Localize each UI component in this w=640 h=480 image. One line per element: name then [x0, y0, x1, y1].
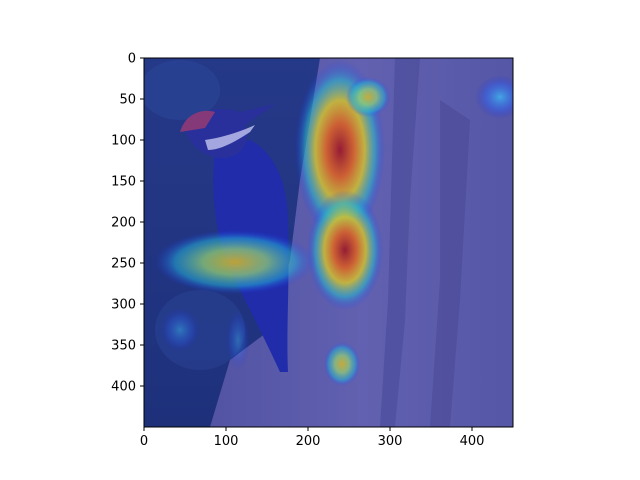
y-tick-label: 300 — [111, 298, 136, 313]
x-tick-label: 200 — [296, 434, 321, 449]
x-tick-label: 100 — [214, 434, 239, 449]
y-tick-label: 250 — [111, 257, 136, 272]
foliage-blob — [144, 60, 220, 120]
heatmap-hotspot — [226, 310, 250, 370]
y-tick-label: 0 — [128, 52, 136, 67]
x-tick-label: 400 — [460, 434, 485, 449]
woodpecker-photo-heatmap — [144, 58, 513, 427]
y-tick-label: 200 — [111, 216, 136, 231]
attention-heatmap — [155, 60, 513, 386]
heatmap-hotspot — [160, 308, 200, 352]
y-tick-label: 100 — [111, 134, 136, 149]
woodpecker-neck-stripe — [205, 125, 255, 150]
woodpecker-crest — [180, 110, 215, 132]
heatmap-hotspot — [324, 342, 360, 386]
y-tick-label: 400 — [111, 380, 136, 395]
x-tick-label: 300 — [378, 434, 403, 449]
heatmap-hotspot — [155, 230, 315, 294]
trunk-shadow — [380, 58, 420, 427]
plot-frame — [143, 57, 514, 428]
x-axis: 0 100 200 300 400 — [140, 427, 485, 449]
x-tick-label: 0 — [140, 434, 148, 449]
y-axis: 0 50 100 150 200 250 300 350 400 — [111, 52, 144, 395]
heatmap-hotspot — [307, 190, 383, 310]
trunk-shadow — [430, 100, 470, 427]
y-tick-label: 350 — [111, 339, 136, 354]
y-tick-label: 50 — [119, 93, 136, 108]
y-tick-label: 150 — [111, 175, 136, 190]
jet-tint — [144, 58, 513, 427]
heatmap-hotspot — [475, 75, 513, 119]
heatmap-hotspot — [346, 77, 390, 117]
